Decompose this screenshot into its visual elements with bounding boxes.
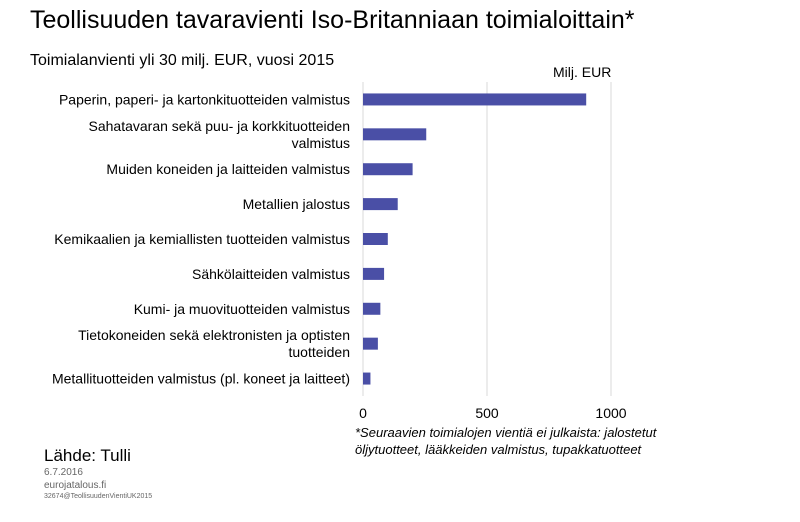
publish-date: 6.7.2016 [44, 467, 83, 478]
category-label: valmistus [292, 135, 350, 151]
x-tick-label: 0 [359, 405, 367, 421]
source-label: Lähde: Tulli [44, 446, 131, 465]
category-label: Kemikaalien ja kemiallisten tuotteiden v… [54, 231, 350, 247]
footnote-line-2: öljytuotteet, lääkkeiden valmistus, tupa… [355, 442, 642, 457]
category-label: Sahatavaran sekä puu- ja korkkituotteide… [89, 118, 351, 134]
bar [363, 198, 398, 211]
category-label: Kumi- ja muovituotteiden valmistus [134, 301, 350, 317]
footnote: *Seuraavien toimialojen vientiä ei julka… [355, 424, 656, 458]
x-tick-label: 1000 [595, 405, 626, 421]
bar [363, 163, 413, 176]
category-label: tuotteiden [289, 344, 351, 360]
x-tick-label: 500 [475, 405, 499, 421]
category-label: Metallituotteiden valmistus (pl. koneet … [52, 371, 350, 387]
chart-title: Teollisuuden tavaravienti Iso-Britanniaa… [30, 6, 635, 34]
category-label: Muiden koneiden ja laitteiden valmistus [106, 161, 350, 177]
bar [363, 372, 371, 385]
footnote-line-1: *Seuraavien toimialojen vientiä ei julka… [355, 425, 657, 440]
site-name: eurojatalous.fi [44, 480, 107, 491]
bar [363, 302, 381, 315]
bar [363, 233, 388, 245]
bar [363, 128, 427, 141]
category-label: Tietokoneiden sekä elektronisten ja opti… [78, 327, 350, 343]
bar [363, 93, 587, 106]
bar [363, 267, 385, 280]
category-label: Sähkölaitteiden valmistus [192, 266, 350, 282]
chart-code: 32674@TeollisuudenVientiUK2015 [44, 493, 153, 500]
unit-label: Milj. EUR [553, 64, 612, 80]
category-label: Metallien jalostus [243, 196, 350, 212]
bar [363, 337, 378, 350]
category-label: Paperin, paperi- ja kartonkituotteiden v… [59, 91, 350, 107]
chart-subtitle: Toimialanvienti yli 30 milj. EUR, vuosi … [30, 52, 335, 69]
